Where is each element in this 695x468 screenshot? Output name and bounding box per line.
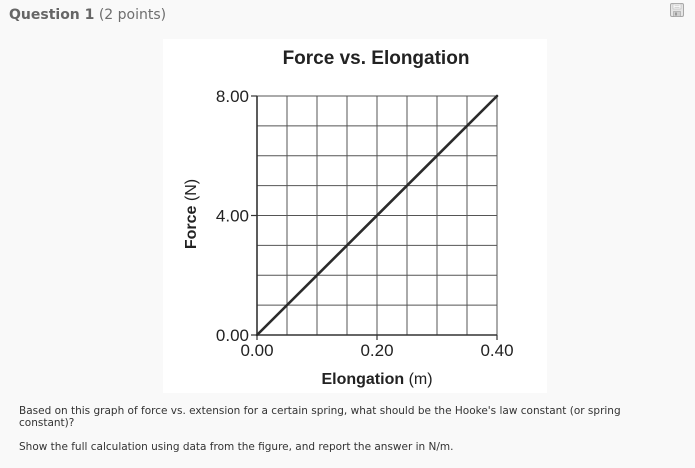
svg-text:0.20: 0.20 <box>360 341 393 360</box>
x-axis-ticks: 0.00 0.20 0.40 <box>240 335 514 360</box>
svg-text:4.00: 4.00 <box>216 207 249 226</box>
svg-text:0.00: 0.00 <box>240 341 273 360</box>
force-elongation-line <box>255 94 499 337</box>
svg-text:0.40: 0.40 <box>480 341 513 360</box>
svg-text:8.00: 8.00 <box>216 87 249 106</box>
force-elongation-chart: Force vs. Elongation 0.00 4.00 8.00 0.00 0.… <box>163 39 547 393</box>
y-axis-label: Force (N) <box>183 179 200 249</box>
chart-title: Force vs. Elongation <box>283 48 470 69</box>
chart-canvas: Force vs. Elongation 0.004.008.00 0.00 0.… <box>183 48 514 388</box>
question-points: (2 points) <box>98 7 167 23</box>
question-number: Question 1 <box>9 7 95 23</box>
y-axis-ticks: 0.00 4.00 8.00 <box>216 87 257 345</box>
floppy-disk-icon[interactable] <box>670 2 684 17</box>
question-header: Question 1 (2 points) <box>9 7 166 23</box>
question-instructions: Show the full calculation using data fro… <box>19 441 454 453</box>
x-axis-label: Elongation (m) <box>321 371 432 388</box>
svg-text:0.00: 0.00 <box>216 326 249 345</box>
question-prompt: Based on this graph of force vs. extensi… <box>19 405 621 429</box>
